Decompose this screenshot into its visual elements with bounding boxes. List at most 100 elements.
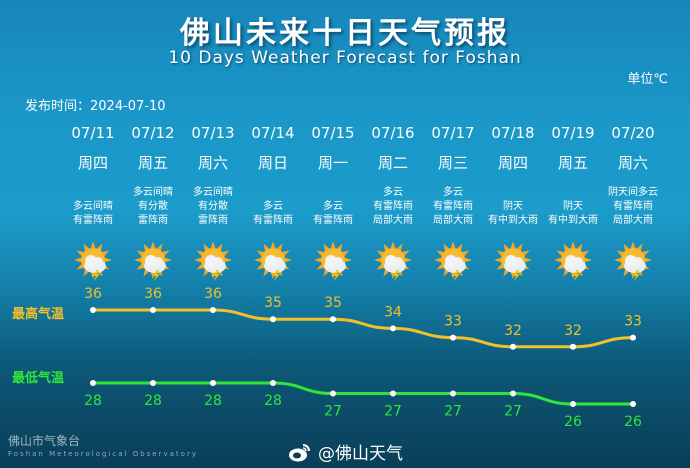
cloud-rain-icon — [493, 241, 533, 282]
day-date: 07/11 — [71, 124, 115, 142]
description-line: 有雷阵雨 — [313, 215, 353, 226]
high-temp-value: 35 — [324, 295, 342, 311]
description-line: 雷阵雨 — [138, 215, 168, 226]
sun-cloud-thunder-icon — [193, 241, 233, 282]
description-line: 有中到大雨 — [488, 215, 538, 226]
day-weekday: 周三 — [437, 154, 468, 172]
low-temp-value: 27 — [384, 404, 402, 420]
sun-cloud-thunder-icon — [433, 241, 473, 282]
day-description: 多云 有雷阵雨 — [233, 180, 313, 228]
low-temp-value: 28 — [264, 393, 282, 409]
cloud-rain-icon — [553, 241, 593, 282]
high-temp-value: 33 — [624, 314, 642, 330]
low-temp-value: 28 — [84, 393, 102, 409]
high-temp-point — [510, 343, 516, 350]
day-column: 07/14 周日 多云有雷阵雨 — [233, 124, 313, 282]
day-description: 多云间晴 有雷阵雨 — [53, 180, 133, 228]
low-temp-value: 26 — [564, 414, 582, 430]
description-line: 多云间晴 — [133, 187, 173, 198]
high-temp-value: 36 — [84, 286, 102, 302]
description-line: 阴天 — [503, 201, 523, 212]
day-column: 07/12 周五 多云间晴 有分散 雷阵雨 — [113, 124, 193, 282]
low-temp-point — [630, 401, 636, 407]
description-line: 阴天间多云 — [608, 187, 658, 198]
description-line: 有分散 — [138, 201, 168, 212]
high-temp-point — [570, 343, 576, 350]
high-temp-value: 35 — [264, 295, 282, 311]
day-date: 07/20 — [611, 124, 655, 142]
high-temp-value: 33 — [444, 314, 462, 330]
day-description: 阴天 有中到大雨 — [473, 180, 553, 228]
day-description: 阴天 有中到大雨 — [533, 180, 613, 228]
description-line: 雷阵雨 — [198, 215, 228, 226]
description-line: 有中到大雨 — [548, 215, 598, 226]
high-temp-point — [630, 334, 636, 341]
sun-cloud-thunder-icon — [373, 241, 413, 282]
day-date: 07/18 — [491, 124, 535, 142]
day-column: 07/17 周三 多云 有雷阵雨 局部大雨 — [413, 124, 493, 282]
description-line: 多云 — [443, 187, 463, 198]
high-temp-value: 34 — [384, 304, 402, 320]
publish-time: 发布时间：2024-07-10 — [25, 99, 166, 114]
sun-cloud-thunder-icon — [313, 241, 353, 282]
low-temp-value: 28 — [204, 393, 222, 409]
day-weekday: 周一 — [317, 154, 348, 172]
low-temp-value: 27 — [324, 404, 342, 420]
description-line: 多云 — [323, 201, 343, 212]
high-temp-value: 32 — [504, 323, 522, 339]
low-temp-line — [93, 381, 633, 406]
description-line: 有雷阵雨 — [433, 201, 473, 212]
description-line: 多云 — [383, 187, 403, 198]
day-weekday: 周四 — [497, 154, 528, 172]
low-temp-point — [450, 390, 456, 397]
day-description: 多云间晴有分散雷阵雨 — [113, 180, 193, 228]
low-temp-value: 28 — [144, 393, 162, 409]
day-column: 07/18 周四 阴天有中到大雨 — [473, 124, 553, 282]
day-date: 07/14 — [251, 124, 295, 142]
description-line: 局部大雨 — [433, 215, 473, 226]
high-temp-label: 最高气温 — [12, 307, 65, 322]
high-temp-value: 36 — [204, 286, 222, 302]
day-weekday: 周二 — [377, 154, 408, 172]
high-temp-line — [93, 308, 634, 349]
high-temp-point — [90, 307, 96, 313]
page-subtitle: 10 Days Weather Forecast for Foshan — [168, 48, 522, 68]
day-weekday: 周日 — [257, 154, 288, 172]
low-temp-point — [150, 380, 156, 386]
day-description: 多云有雷阵雨局部大雨 — [413, 180, 493, 228]
description-line: 有雷阵雨 — [253, 215, 293, 226]
day-weekday: 周四 — [77, 154, 108, 172]
low-temp-point — [210, 380, 216, 386]
low-temp-value: 27 — [444, 404, 462, 420]
description-line: 有雷阵雨 — [613, 201, 653, 212]
day-weekday: 周五 — [137, 154, 168, 172]
day-weekday: 周六 — [617, 154, 648, 172]
page-title: 佛山未来十日天气预报 — [180, 16, 510, 51]
description-line: 有雷阵雨 — [73, 215, 113, 226]
description-line: 多云 — [263, 201, 283, 212]
weibo-icon — [289, 443, 310, 461]
description-line: 多云间晴 — [193, 187, 233, 198]
high-temp-point — [330, 316, 336, 323]
org-name-en: Foshan Meteorological Observatory — [8, 450, 198, 458]
description-line: 多云间晴 — [73, 201, 113, 212]
low-temp-point — [330, 390, 336, 397]
high-temp-value: 36 — [144, 286, 162, 302]
sun-cloud-thunder-icon — [73, 241, 113, 282]
low-temp-point — [510, 390, 516, 397]
high-temp-point — [210, 307, 216, 313]
description-line: 有雷阵雨 — [373, 201, 413, 212]
day-column: 07/20 周六 阴天间多云 有雷阵雨 局部大雨 — [593, 124, 673, 282]
high-temp-point — [270, 316, 276, 323]
day-weekday: 周六 — [197, 154, 228, 172]
day-description: 多云 有雷阵雨 局部大雨 — [353, 180, 433, 228]
high-temp-point — [450, 334, 456, 341]
weibo-handle[interactable]: @佛山天气 — [288, 439, 403, 464]
high-temp-point — [390, 325, 396, 332]
weibo-text: @佛山天气 — [318, 444, 403, 464]
high-temp-point — [150, 307, 156, 313]
low-temp-point — [270, 380, 276, 386]
high-temp-value: 32 — [564, 323, 582, 339]
